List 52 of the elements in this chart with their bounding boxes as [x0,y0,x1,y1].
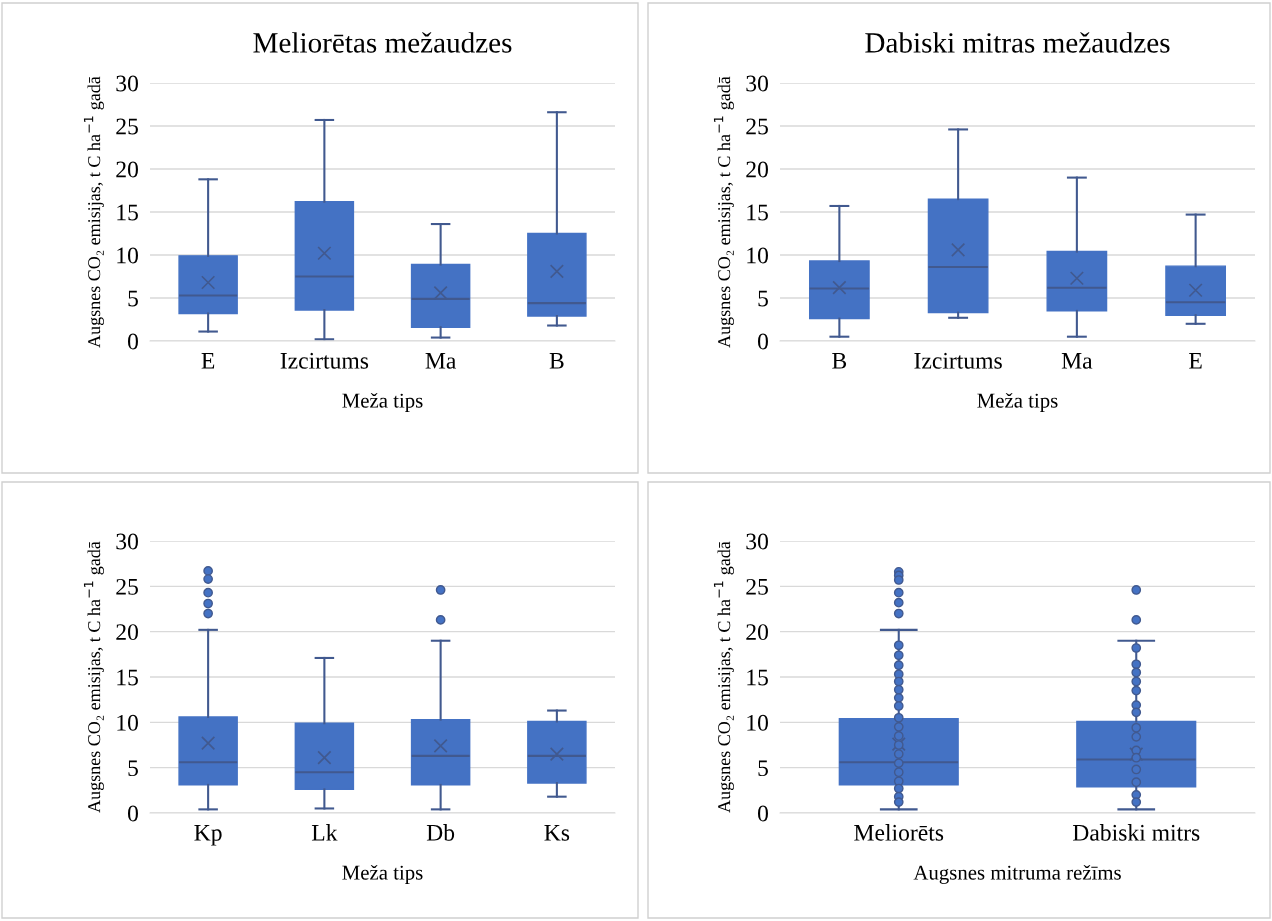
y-tick-label: 0 [757,805,768,822]
x-axis-title: Meža tips [342,392,423,412]
x-tick-label: Izcirtums [280,352,369,369]
x-tick-label: Ma [425,353,457,369]
x-tick-label: Dabiski mitrs [1072,824,1200,841]
y-axis-title: Augsnes CO₂ emisijas, t C ha$^{−1}$ gadā [83,76,104,348]
y-tick-label: 25 [116,578,138,595]
y-tick-label: 5 [128,290,138,307]
y-tick-label: 0 [127,333,138,350]
y-axis-title: Augsnes CO₂ emisijas, t C ha$^{−1}$ gadā [713,541,734,813]
y-tick-label: 20 [116,161,138,178]
y-tick-label: 30 [116,533,138,550]
y-tick-label: 25 [746,118,768,135]
x-tick-label: Ma [1061,353,1093,369]
y-axis-title: Augsnes CO₂ emisijas, t C ha$^{−1}$ gadā [713,76,734,348]
x-tick-label: Meliorēts [854,824,944,841]
x-tick-label: B [549,353,564,369]
y-tick-label: 5 [128,760,138,777]
y-tick-label: 5 [758,290,768,307]
x-tick-label: Kp [194,825,222,846]
y-tick-label: 30 [746,533,768,550]
y-tick-label: 20 [746,161,768,178]
x-tick-label: Izcirtums [914,352,1002,369]
y-tick-label: 15 [117,204,138,221]
x-tick-label: E [1189,353,1202,369]
x-tick-label: E [201,353,215,369]
y-tick-label: 10 [117,714,138,731]
y-tick-label: 25 [116,118,138,135]
y-tick-label: 15 [747,204,768,221]
y-tick-label: 0 [127,805,138,822]
y-tick-label: 5 [758,760,768,777]
y-tick-label: 10 [747,247,768,264]
y-tick-label: 0 [757,333,768,350]
chart-title: Meliorētas mežaudzes [253,32,512,53]
y-axis-title: Augsnes CO₂ emisijas, t C ha$^{−1}$ gadā [83,541,104,813]
y-tick-label: 15 [117,669,138,686]
y-tick-label: 15 [747,669,768,686]
x-tick-label: Db [426,824,455,841]
x-tick-label: Lk [311,824,338,841]
chart-title: Dabiski mitras mežaudzes [865,32,1170,53]
x-axis-title: Augsnes mitruma režīms [913,864,1121,884]
y-tick-label: 30 [746,75,768,92]
y-tick-label: 20 [746,624,768,641]
y-tick-label: 10 [747,714,768,731]
y-tick-label: 25 [746,578,768,595]
y-tick-label: 30 [116,75,138,92]
x-axis-title: Meža tips [342,864,423,884]
y-tick-label: 20 [116,624,138,641]
x-tick-label: Ks [544,825,570,841]
y-tick-label: 10 [117,247,138,264]
x-tick-label: B [832,353,847,369]
x-axis-title: Meža tips [977,392,1058,412]
